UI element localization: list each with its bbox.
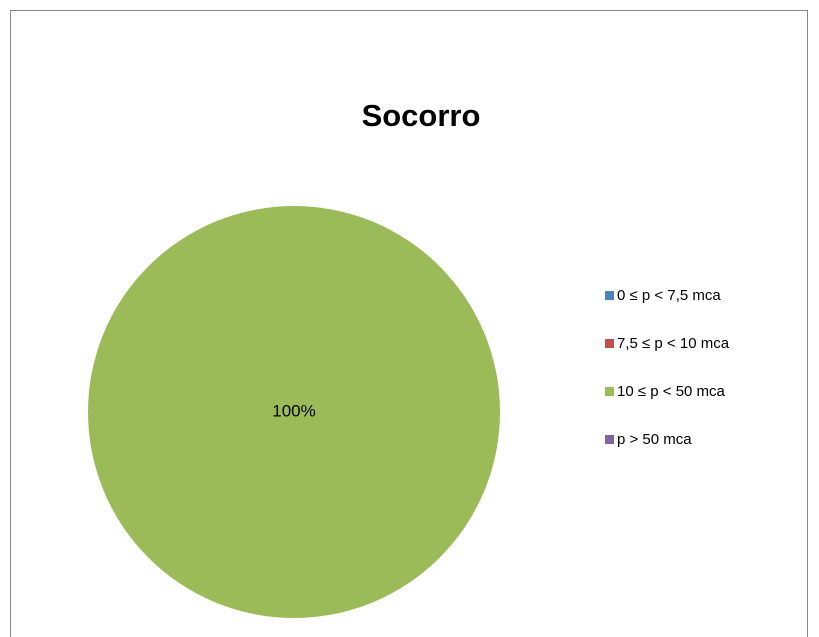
chart-title: Socorro <box>362 98 481 133</box>
legend-label: p > 50 mca <box>617 431 692 448</box>
legend-label: 7,5 ≤ p < 10 mca <box>617 335 730 352</box>
data-label: 100% <box>272 401 315 420</box>
legend-swatch <box>605 387 614 396</box>
legend-swatch <box>605 435 614 444</box>
legend-label: 10 ≤ p < 50 mca <box>617 383 726 400</box>
legend-label: 0 ≤ p < 7,5 mca <box>617 287 721 304</box>
legend-swatch <box>605 339 614 348</box>
legend-swatch <box>605 291 614 300</box>
pie-slice <box>88 206 500 618</box>
